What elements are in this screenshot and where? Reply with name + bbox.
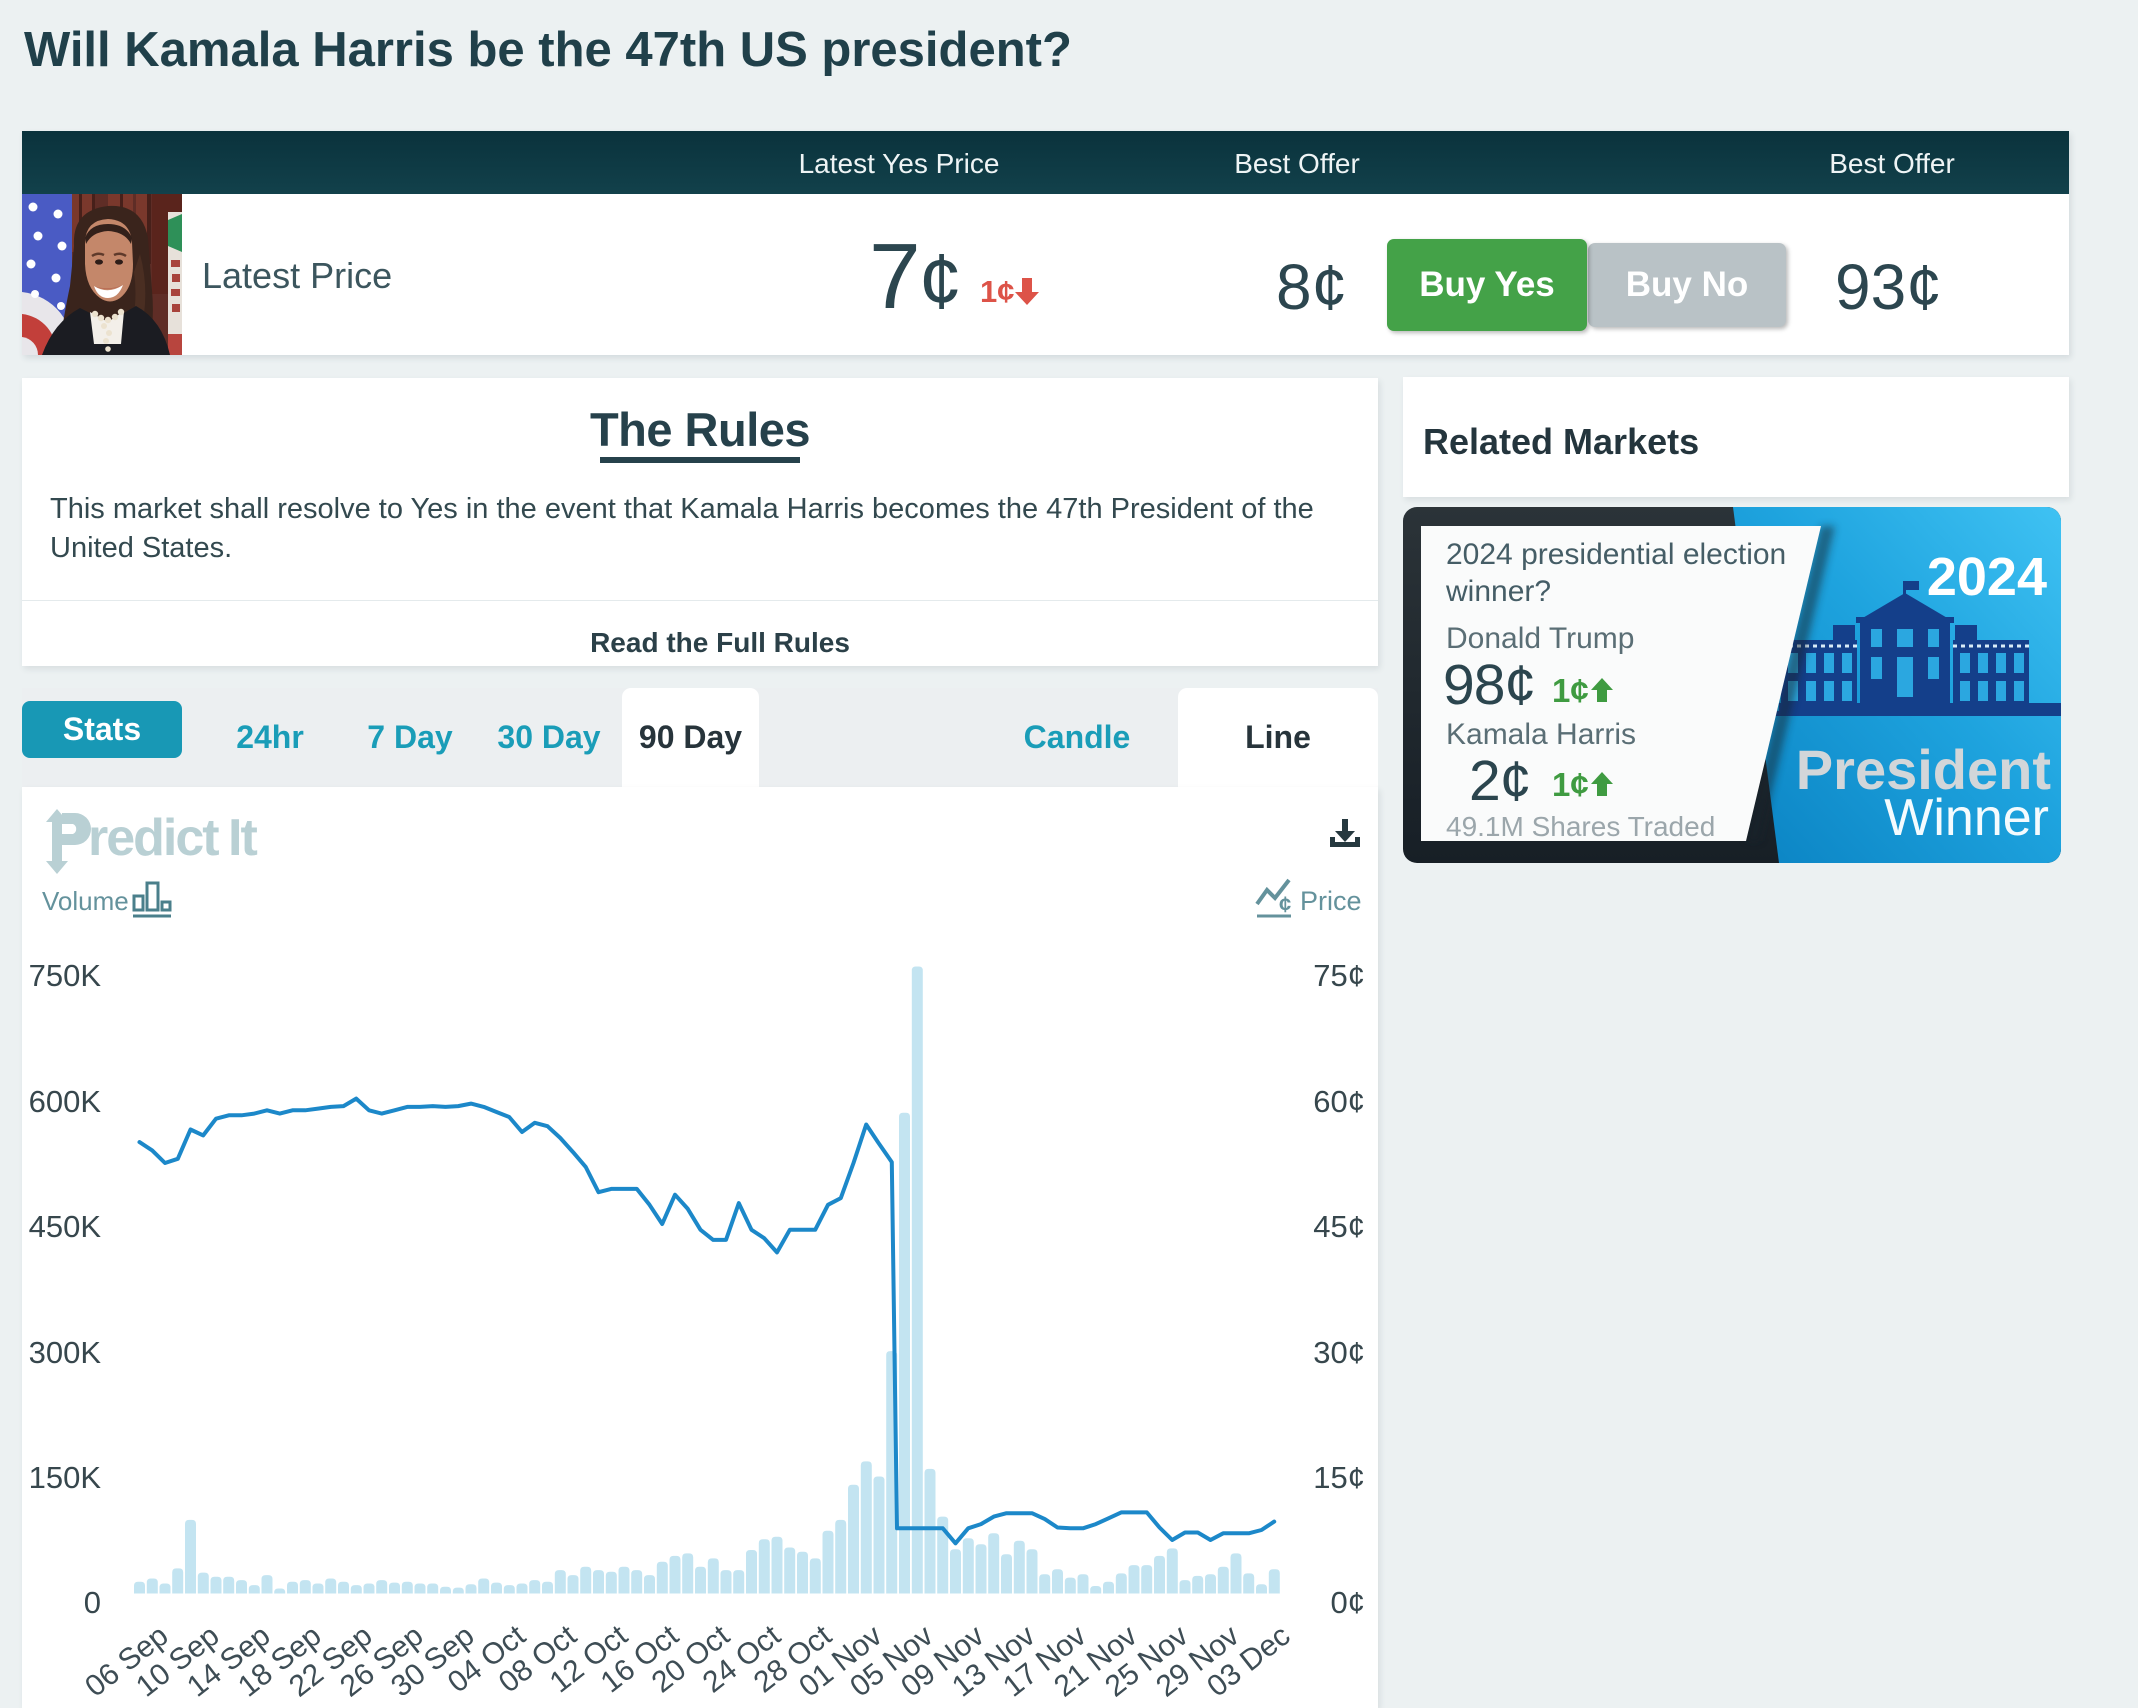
svg-text:redict: redict: [88, 809, 219, 867]
svg-text:Winner: Winner: [1884, 789, 2049, 847]
svg-text:2024: 2024: [1927, 547, 2047, 607]
svg-text:It: It: [228, 809, 257, 867]
svg-text:¢: ¢: [1279, 892, 1291, 917]
svg-text:President: President: [1796, 738, 2051, 801]
